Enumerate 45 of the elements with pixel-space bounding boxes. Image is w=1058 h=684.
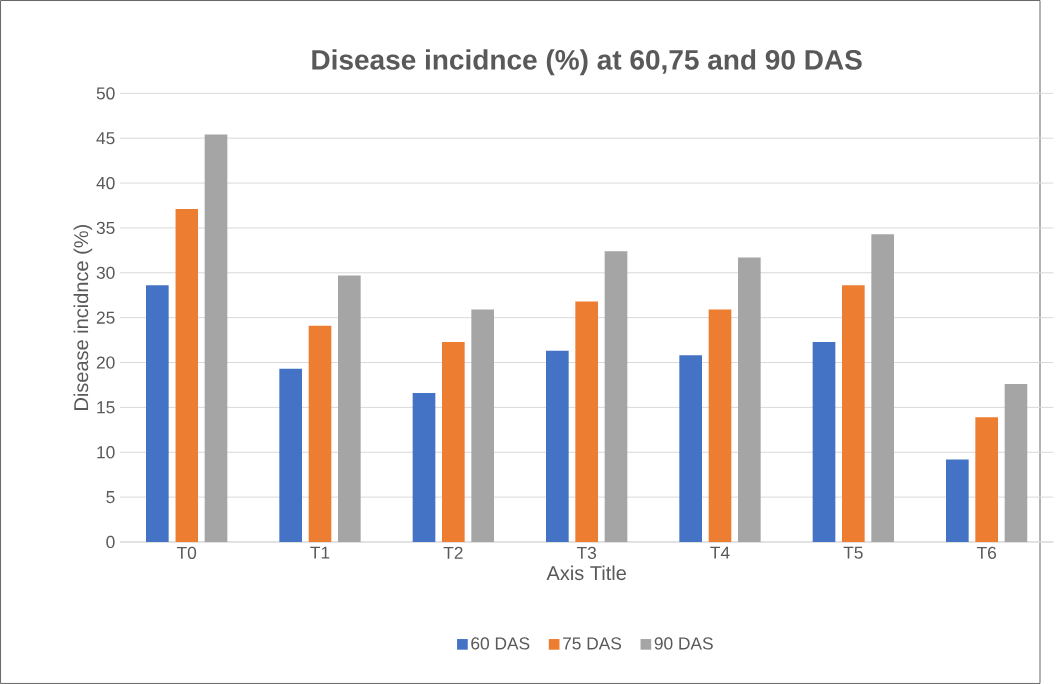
y-tick-label: 20 <box>96 356 115 369</box>
y-tick-label: 45 <box>96 132 115 145</box>
bar <box>1004 384 1028 542</box>
chart-title: Disease incidnce (%) at 60,75 and 90 DAS <box>312 49 862 76</box>
x-tick-label: T6 <box>976 546 997 559</box>
y-tick-label: 35 <box>96 221 115 235</box>
legend-label: 90 DAS <box>654 637 713 650</box>
bar <box>308 325 332 542</box>
bar <box>412 393 436 542</box>
y-tick-label: 30 <box>96 266 115 279</box>
y-tick-label: 0 <box>106 535 115 549</box>
x-tick-label: T3 <box>576 546 597 559</box>
bar <box>146 285 169 542</box>
bar <box>204 134 228 542</box>
x-tick-label: T0 <box>176 546 197 559</box>
bar <box>175 209 198 542</box>
y-tick-label: 50 <box>96 87 115 100</box>
bar <box>604 251 628 542</box>
bar <box>738 257 761 542</box>
bar <box>442 341 465 542</box>
x-tick-label: T4 <box>710 546 730 559</box>
bar <box>812 341 836 542</box>
y-tick-label: 40 <box>96 176 115 190</box>
bar <box>575 301 599 542</box>
y-tick-label: 25 <box>96 311 115 324</box>
bar <box>708 309 732 542</box>
bar <box>279 368 302 542</box>
bar <box>946 459 969 542</box>
bar <box>471 309 494 542</box>
bar <box>679 355 702 542</box>
bar <box>842 285 865 542</box>
y-tick-label: 15 <box>97 401 115 414</box>
y-tick-label: 10 <box>97 446 115 459</box>
x-axis-title: Axis Title <box>546 565 626 581</box>
y-tick-label: 5 <box>106 491 115 504</box>
bar <box>546 350 569 542</box>
legend-label: 75 DAS <box>563 637 622 650</box>
y-axis-title: Disease incidnce (%) <box>73 225 93 410</box>
bar <box>338 275 361 542</box>
x-tick-label: T5 <box>843 546 863 559</box>
x-tick-label: T2 <box>443 546 463 559</box>
bar <box>871 234 894 542</box>
x-tick-label: T1 <box>310 546 330 559</box>
legend-label: 60 DAS <box>471 637 530 650</box>
bar <box>975 417 998 542</box>
